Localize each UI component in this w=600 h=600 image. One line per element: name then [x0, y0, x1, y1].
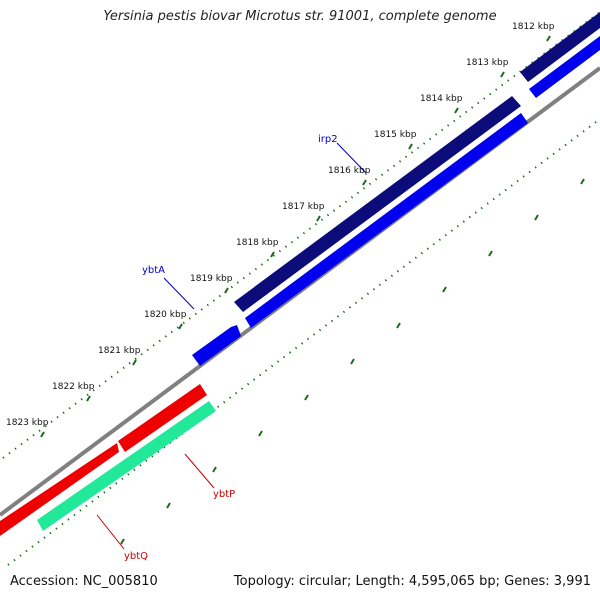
accession-text: Accession: NC_005810 [10, 574, 158, 589]
tick-label: 1816 kbp [328, 166, 371, 176]
tick-label: 1820 kbp [144, 310, 187, 320]
reverse-strand [0, 384, 216, 536]
major-tick [454, 107, 459, 114]
tick-labels: 1812 kbp 1813 kbp 1814 kbp 1815 kbp 1816 kbp… [6, 22, 555, 428]
ybtp-feature-2 [118, 384, 207, 452]
ybtq-label: ybtQ [124, 551, 148, 562]
tick-label: 1819 kbp [190, 274, 233, 284]
tick-label: 1822 kbp [52, 382, 95, 392]
major-tick [178, 323, 183, 330]
major-tick [534, 214, 539, 221]
tick-label: 1813 kbp [466, 58, 509, 68]
outer-tick-dots [7, 118, 600, 566]
tick-label: 1818 kbp [236, 238, 279, 248]
ybtp-label: ybtP [213, 489, 235, 500]
ybtp-feature [0, 443, 119, 536]
major-tick [546, 35, 551, 42]
irp2-feature-dark-end [520, 12, 600, 82]
major-tick [362, 179, 367, 186]
major-tick [316, 215, 321, 222]
major-tick [488, 250, 493, 257]
ybta-label: ybtA [142, 265, 165, 276]
major-tick [442, 286, 447, 293]
major-tick [500, 71, 505, 78]
major-tick [396, 322, 401, 329]
ybtq-feature [37, 401, 216, 531]
ybta-feature [192, 325, 241, 366]
ybta-leader [163, 277, 195, 310]
irp2-leader [336, 142, 367, 174]
major-tick [258, 430, 263, 437]
major-tick [408, 143, 413, 150]
major-tick [132, 359, 137, 366]
major-tick [40, 431, 45, 438]
genome-summary: Topology: circular; Length: 4,595,065 bp… [233, 574, 591, 589]
tick-label: 1815 kbp [374, 130, 417, 140]
major-tick [212, 466, 217, 473]
gene-labels: irp2 ybtA ybtP ybtQ [96, 134, 367, 562]
irp2-feature-dark [234, 96, 521, 312]
major-tick [304, 394, 309, 401]
irp2-label: irp2 [318, 134, 338, 145]
forward-strand [192, 12, 600, 366]
ybtp-leader [184, 453, 215, 489]
major-tick [86, 395, 91, 402]
tick-label: 1823 kbp [6, 418, 49, 428]
tick-label: 1814 kbp [420, 94, 463, 104]
map-title: Yersinia pestis biovar Microtus str. 910… [103, 9, 497, 24]
major-tick [580, 178, 585, 185]
ybtq-leader [96, 514, 125, 550]
major-tick [166, 502, 171, 509]
tick-label: 1817 kbp [282, 202, 325, 212]
irp2-feature [245, 113, 528, 328]
major-tick [224, 287, 229, 294]
tick-label: 1821 kbp [98, 346, 141, 356]
major-tick [350, 358, 355, 365]
outer-tick-track [7, 118, 600, 566]
major-tick [270, 251, 275, 258]
irp2-feature-end [529, 36, 600, 98]
major-tick [120, 538, 125, 545]
tick-label: 1812 kbp [512, 22, 555, 32]
major-ticks [40, 35, 585, 545]
